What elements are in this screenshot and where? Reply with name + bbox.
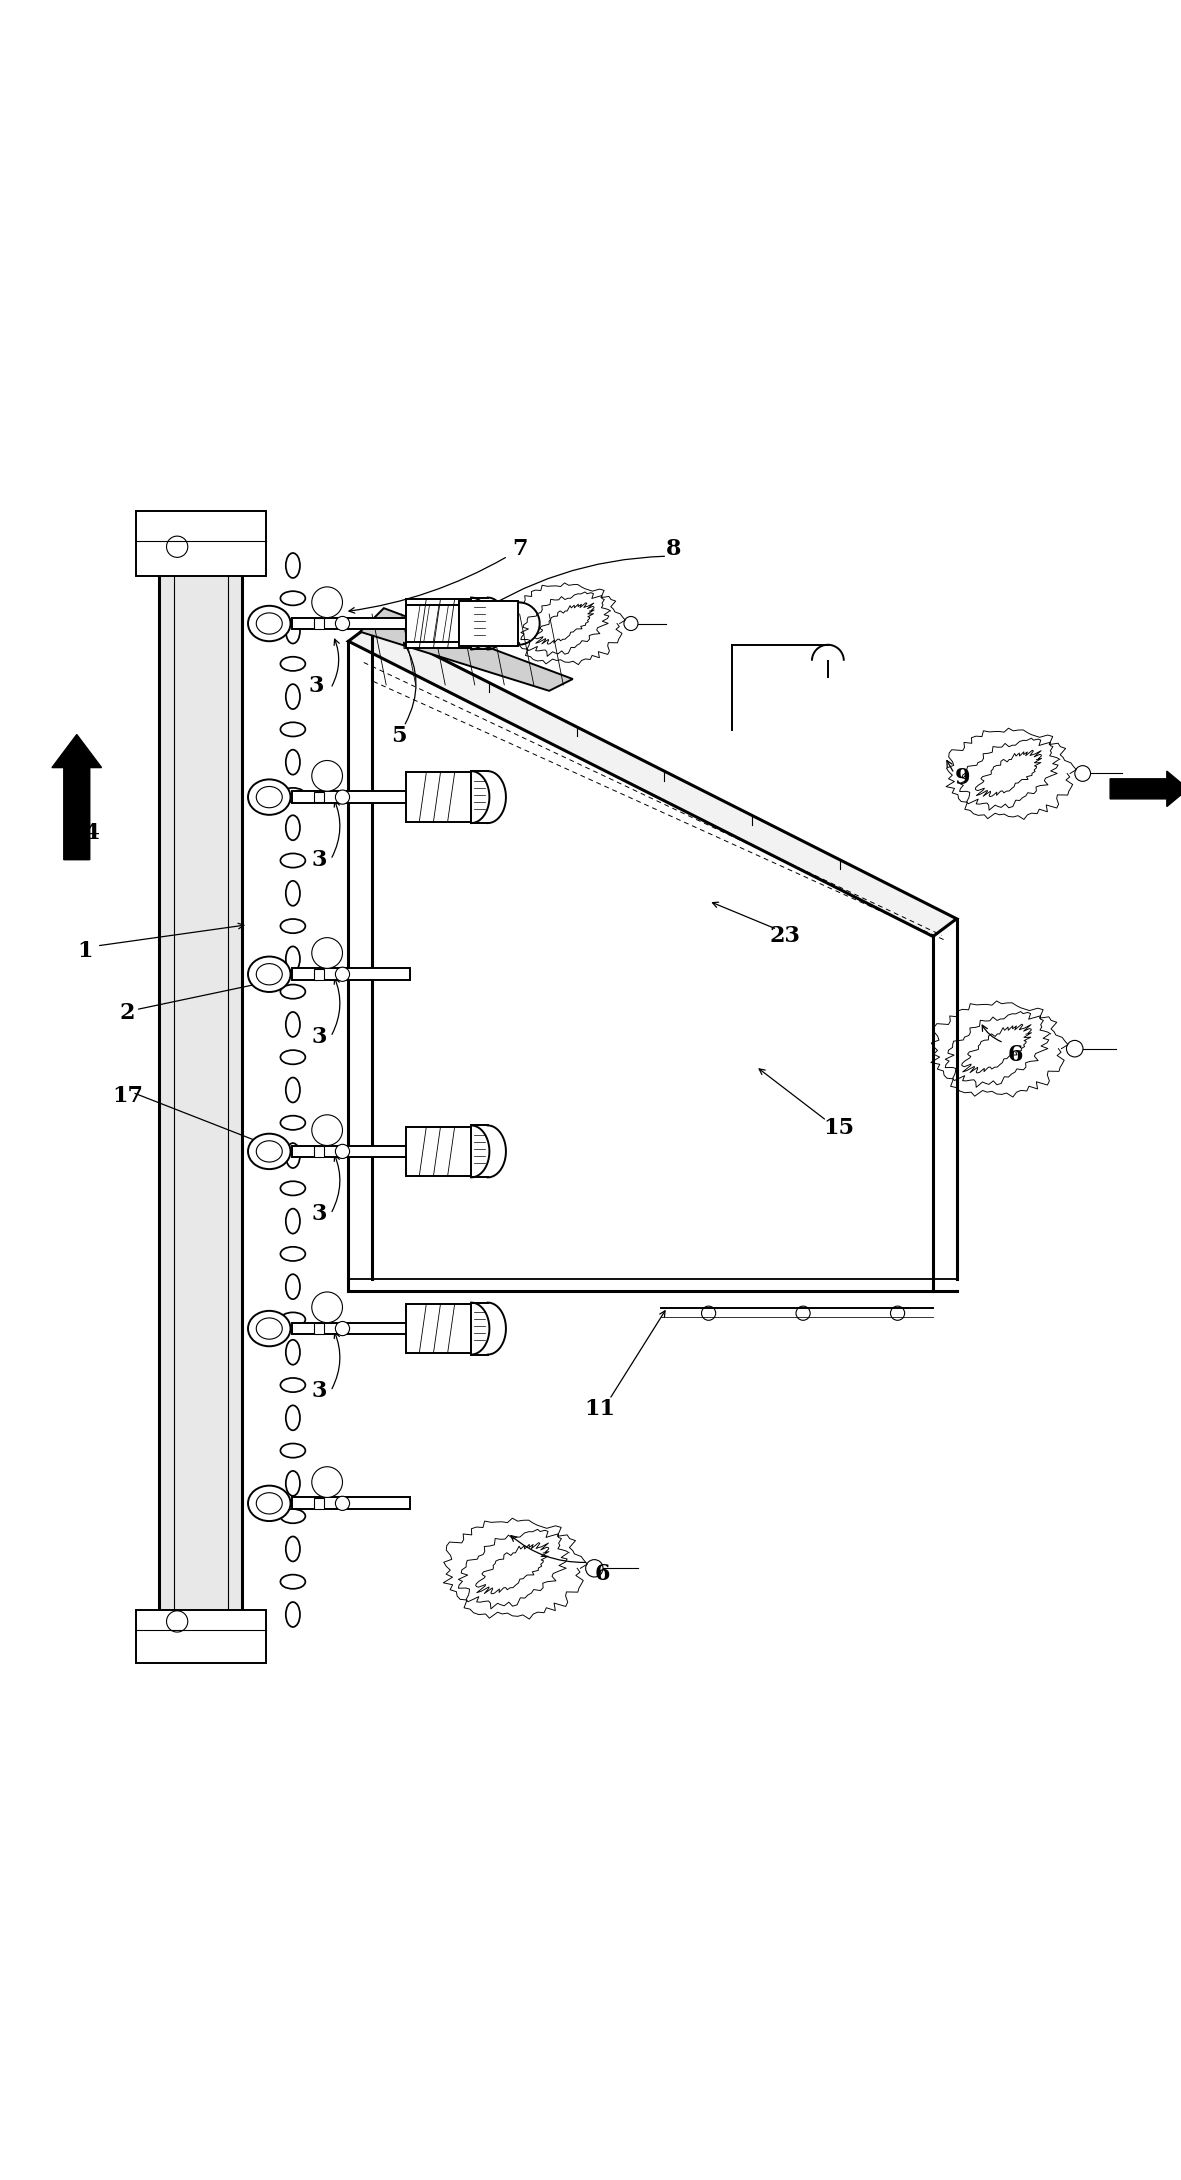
Bar [406, 772, 471, 822]
Text: 5: 5 [391, 724, 407, 748]
Ellipse shape [248, 606, 291, 641]
Circle shape [335, 789, 350, 804]
Circle shape [312, 586, 342, 617]
Text: 3: 3 [311, 1203, 327, 1225]
Bar [292, 968, 410, 981]
Bar [313, 1498, 324, 1509]
Bar [313, 968, 324, 979]
FancyArrow shape [52, 735, 102, 859]
Ellipse shape [248, 1485, 291, 1522]
Bar [406, 604, 459, 643]
Bar [313, 619, 324, 628]
Bar [292, 1498, 410, 1509]
Text: 3: 3 [311, 1380, 327, 1402]
Circle shape [335, 1321, 350, 1336]
Text: 7: 7 [511, 538, 528, 560]
Circle shape [312, 761, 342, 791]
Bar [159, 530, 242, 1650]
Ellipse shape [248, 780, 291, 815]
Text: 3: 3 [311, 1027, 327, 1049]
Circle shape [335, 617, 350, 630]
Bar [313, 791, 324, 802]
Text: 1: 1 [77, 940, 93, 961]
Text: 11: 11 [585, 1397, 615, 1419]
Ellipse shape [256, 1493, 282, 1513]
Text: 6: 6 [594, 1563, 611, 1585]
Text: 15: 15 [823, 1116, 854, 1138]
Ellipse shape [248, 1310, 291, 1347]
FancyBboxPatch shape [136, 512, 266, 576]
Polygon shape [360, 608, 573, 691]
Bar [292, 791, 410, 802]
Bar [406, 600, 471, 647]
Text: 14: 14 [70, 822, 100, 844]
Text: 3: 3 [311, 848, 327, 870]
Polygon shape [348, 623, 957, 937]
Text: 8: 8 [665, 538, 681, 560]
Text: 17: 17 [112, 1086, 143, 1107]
FancyArrow shape [1110, 772, 1181, 807]
Text: 23: 23 [770, 926, 801, 948]
Ellipse shape [256, 964, 282, 985]
Bar [292, 617, 410, 630]
Ellipse shape [248, 1134, 291, 1168]
Circle shape [335, 1495, 350, 1511]
Ellipse shape [256, 613, 282, 634]
Circle shape [312, 1467, 342, 1498]
Circle shape [335, 1144, 350, 1158]
Ellipse shape [256, 787, 282, 809]
Bar [136, 1609, 266, 1663]
Bar [459, 602, 518, 645]
Text: 2: 2 [119, 1003, 136, 1025]
Bar [313, 1147, 324, 1158]
Bar [406, 1304, 471, 1354]
Ellipse shape [256, 1319, 282, 1339]
Bar [313, 1323, 324, 1334]
Text: 9: 9 [954, 767, 971, 789]
Circle shape [335, 968, 350, 981]
Ellipse shape [256, 1140, 282, 1162]
Circle shape [312, 1293, 342, 1323]
Circle shape [312, 1114, 342, 1144]
Circle shape [312, 937, 342, 968]
Bar [292, 1144, 410, 1158]
Bar [292, 1323, 410, 1334]
Text: 6: 6 [1007, 1044, 1024, 1066]
Ellipse shape [248, 957, 291, 992]
Bar [406, 1127, 471, 1177]
Text: 3: 3 [308, 676, 325, 698]
